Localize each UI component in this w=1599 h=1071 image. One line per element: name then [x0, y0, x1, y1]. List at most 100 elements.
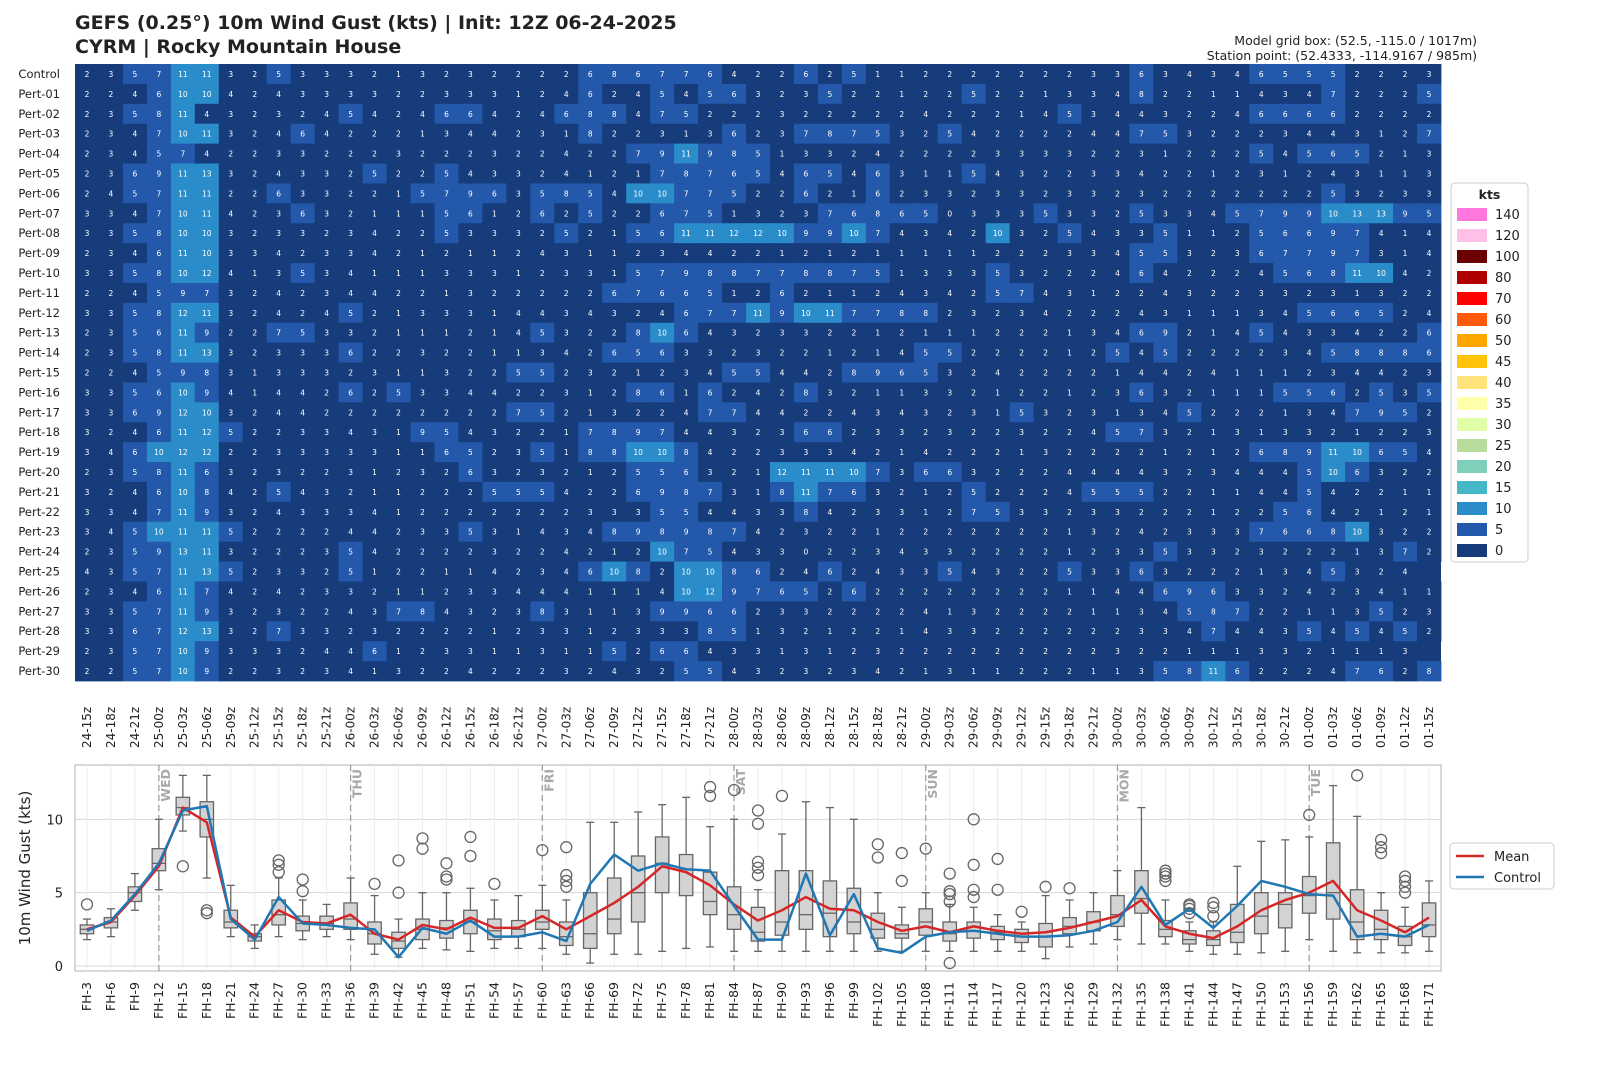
cell-value: 2	[971, 289, 976, 298]
time-tick-label: 27-18z	[679, 707, 693, 748]
cell-value: 3	[756, 667, 761, 676]
heatmap-cell	[578, 123, 603, 145]
cell-value: 3	[780, 548, 785, 557]
cell-value: 7	[1283, 249, 1288, 258]
cell-value: 5	[923, 369, 928, 378]
cell-value: 1	[899, 70, 904, 79]
cell-value: 3	[780, 627, 785, 636]
heatmap-cell	[865, 83, 891, 105]
time-tick-label: 27-06z	[583, 707, 597, 748]
cell-value: 2	[875, 90, 880, 99]
heatmap-cell	[266, 263, 292, 284]
heatmap-cell	[314, 143, 340, 164]
cell-value: 1	[947, 249, 952, 258]
heatmap-cell	[817, 103, 843, 125]
cell-value: 2	[85, 548, 90, 557]
cell-value: 6	[804, 428, 809, 437]
heatmap-cell	[554, 163, 579, 184]
cell-value: 4	[660, 309, 665, 318]
cell-value: 3	[564, 329, 569, 338]
heatmap-cell	[1105, 223, 1130, 244]
cell-value: 8	[875, 209, 880, 218]
box	[750, 906, 766, 942]
heatmap-cell	[1249, 123, 1274, 145]
cell-value: 10	[154, 448, 164, 457]
heatmap-cell	[314, 163, 340, 184]
heatmap-cell	[793, 183, 819, 204]
cell-value: 3	[1307, 329, 1312, 338]
cell-value: 5	[875, 269, 880, 278]
cell-value: 5	[732, 369, 737, 378]
cell-value: 2	[252, 448, 257, 457]
cell-value: 6	[588, 70, 593, 79]
cell-value: 1	[851, 189, 856, 198]
cell-value: 5	[1427, 209, 1432, 218]
cell-value: 3	[971, 209, 976, 218]
cell-value: 3	[228, 229, 233, 238]
cell-value: 3	[804, 448, 809, 457]
cell-value: 3	[684, 627, 689, 636]
heatmap-cell	[1297, 223, 1322, 244]
cell-value: 3	[228, 647, 233, 656]
cell-value: 2	[252, 667, 257, 676]
cell-value: 3	[899, 568, 904, 577]
cell-value: 2	[1427, 627, 1432, 636]
cell-value: 2	[1403, 289, 1408, 298]
cell-value: 2	[851, 150, 856, 159]
heatmap-cell	[530, 263, 555, 284]
cell-value: 4	[875, 150, 880, 159]
cell-value: 2	[300, 110, 305, 119]
cell-value: 3	[1019, 428, 1024, 437]
cell-value: 5	[1355, 627, 1360, 636]
cell-value: 2	[1067, 169, 1072, 178]
cell-value: 1	[372, 568, 377, 577]
heatmap-cell	[386, 143, 411, 164]
cell-value: 4	[875, 568, 880, 577]
heatmap-cell	[1081, 183, 1106, 204]
cell-value: 3	[947, 428, 952, 437]
cell-value: 11	[801, 468, 811, 477]
cell-value: 2	[1043, 647, 1048, 656]
cell-value: 5	[1307, 150, 1312, 159]
heatmap-cell	[1345, 263, 1370, 284]
cell-value: 3	[756, 548, 761, 557]
heatmap-cell	[1033, 123, 1058, 145]
heatmap-cell	[506, 143, 531, 164]
cell-value: 2	[1211, 568, 1216, 577]
cell-value: 9	[828, 229, 833, 238]
row-label: Pert-12	[18, 306, 60, 320]
cell-value: 4	[276, 130, 281, 139]
cell-value: 2	[995, 428, 1000, 437]
heatmap-cell	[674, 103, 699, 125]
cell-value: 3	[1187, 528, 1192, 537]
cell-value: 10	[681, 587, 691, 596]
cell-value: 3	[300, 169, 305, 178]
cell-value: 5	[444, 428, 449, 437]
cell-value: 5	[133, 269, 138, 278]
cell-value: 4	[1235, 627, 1240, 636]
cell-value: 6	[1427, 329, 1432, 338]
cell-value: 2	[804, 249, 809, 258]
cell-value: 3	[1019, 189, 1024, 198]
cell-value: 7	[156, 508, 161, 517]
cell-value: 2	[540, 269, 545, 278]
ensemble-heatmap: Control 2 3 5 7 11 11 3 2 5 3 3 3 2 1 3 2 3 2 2 2 2 6 8 6 7 7 6 4 2 2 6…	[18, 64, 1442, 748]
cell-value: 3	[324, 488, 329, 497]
cell-value: 2	[1115, 289, 1120, 298]
cell-value: 5	[708, 90, 713, 99]
cell-value: 5	[1379, 607, 1384, 616]
cell-value: 2	[1043, 587, 1048, 596]
cell-value: 3	[636, 607, 641, 616]
cell-value: 3	[276, 229, 281, 238]
cell-value: 4	[1259, 627, 1264, 636]
heatmap-cell	[793, 103, 819, 125]
cell-value: 3	[684, 369, 689, 378]
heatmap-cell	[530, 223, 555, 244]
cell-value: 5	[995, 289, 1000, 298]
cell-value: 1	[420, 130, 425, 139]
heatmap-cell	[290, 64, 316, 85]
heatmap-cell	[266, 64, 292, 85]
cell-value: 3	[971, 408, 976, 417]
heatmap-cell	[841, 83, 867, 105]
cell-value: 3	[276, 150, 281, 159]
